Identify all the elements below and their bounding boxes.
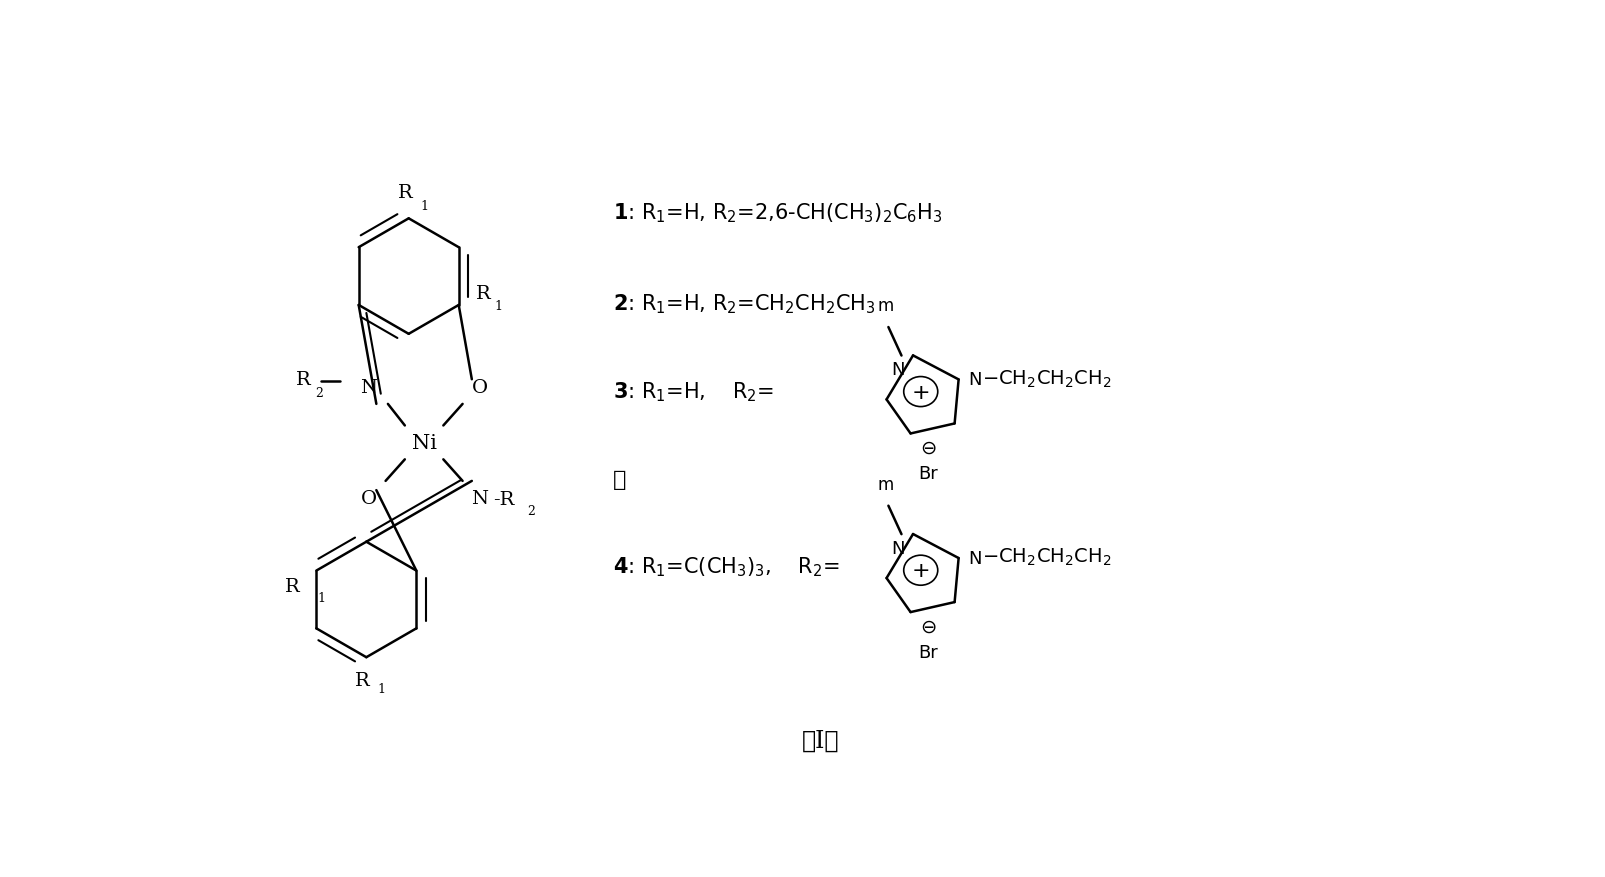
Text: 2: 2 [528, 505, 534, 517]
Text: 1: 1 [377, 682, 385, 695]
Text: $\mathbf{2}$: $\mathrm{R_1}$=H, $\mathrm{R_2}$=CH$_2$CH$_2$CH$_3$: $\mathbf{2}$: $\mathrm{R_1}$=H, $\mathrm… [613, 292, 875, 316]
Text: Br: Br [918, 644, 939, 661]
Text: 1: 1 [421, 200, 429, 213]
Text: N: N [360, 379, 377, 396]
Text: R: R [284, 577, 300, 595]
Text: 1: 1 [318, 592, 326, 605]
Text: +: + [912, 560, 929, 581]
Text: $-$CH$_2$CH$_2$CH$_2$: $-$CH$_2$CH$_2$CH$_2$ [982, 546, 1111, 567]
Text: m: m [878, 296, 894, 315]
Text: N: N [968, 371, 981, 389]
Text: +: + [912, 382, 929, 403]
Text: N: N [968, 549, 981, 567]
Text: ⊖: ⊖ [920, 438, 937, 457]
Text: O: O [361, 489, 377, 507]
Text: N: N [891, 539, 904, 558]
Text: （Ⅰ）: （Ⅰ） [802, 729, 839, 752]
Text: $\mathbf{1}$: $\mathrm{R_1}$=H, $\mathrm{R_2}$=2,6-CH(CH$_3$)$_2$C$_6$H$_3$: $\mathbf{1}$: $\mathrm{R_1}$=H, $\mathrm… [613, 201, 942, 225]
Text: $\mathbf{4}$: $\mathrm{R_1}$=C(CH$_3$)$_3$,    $\mathrm{R_2}$=: $\mathbf{4}$: $\mathrm{R_1}$=C(CH$_3$)$_… [613, 555, 839, 579]
Text: 1: 1 [494, 299, 502, 312]
Text: N: N [470, 489, 488, 507]
Text: $\mathbf{3}$: $\mathrm{R_1}$=H,    $\mathrm{R_2}$=: $\mathbf{3}$: $\mathrm{R_1}$=H, $\mathrm… [613, 381, 774, 404]
Text: R: R [355, 671, 369, 689]
Text: R: R [295, 371, 310, 389]
Text: -R: -R [493, 491, 515, 509]
Text: $-$CH$_2$CH$_2$CH$_2$: $-$CH$_2$CH$_2$CH$_2$ [982, 367, 1111, 389]
Text: Ni: Ni [411, 433, 437, 453]
Text: R: R [475, 285, 491, 303]
Text: ⊖: ⊖ [920, 617, 937, 636]
Text: N: N [891, 361, 904, 379]
Text: 2: 2 [315, 387, 323, 399]
Text: R: R [398, 184, 412, 203]
Text: Br: Br [918, 465, 939, 483]
Text: 或: 或 [613, 469, 626, 489]
Text: O: O [472, 379, 488, 396]
Text: m: m [878, 475, 894, 493]
